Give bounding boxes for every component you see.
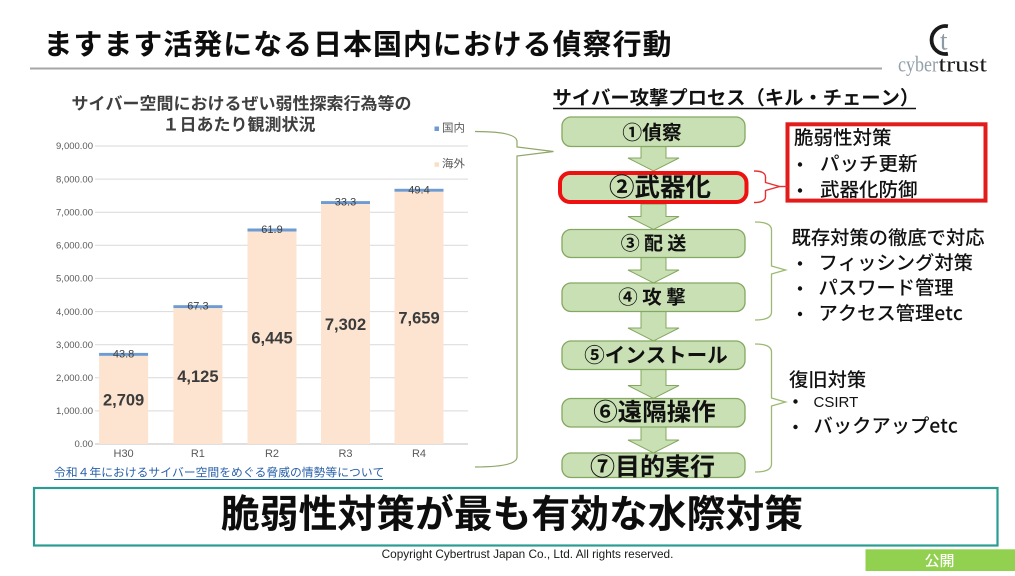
svg-text:7,659: 7,659 — [398, 310, 439, 328]
svg-text:7,000.00: 7,000.00 — [56, 207, 93, 218]
svg-text:R4: R4 — [412, 448, 426, 460]
svg-text:4,000.00: 4,000.00 — [56, 307, 93, 318]
svg-text:4,125: 4,125 — [177, 368, 218, 386]
svg-text:R1: R1 — [191, 448, 205, 460]
svg-text:33.3: 33.3 — [335, 197, 356, 209]
svg-text:H30: H30 — [114, 448, 134, 460]
svg-text:8,000.00: 8,000.00 — [56, 174, 93, 185]
svg-text:R3: R3 — [338, 448, 352, 460]
svg-text:1,000.00: 1,000.00 — [56, 406, 93, 417]
svg-text:2,000.00: 2,000.00 — [56, 373, 93, 384]
svg-text:2,709: 2,709 — [103, 392, 144, 410]
svg-text:9,000.00: 9,000.00 — [56, 141, 93, 152]
svg-text:cyber: cyber — [898, 52, 939, 77]
svg-text:6,000.00: 6,000.00 — [56, 241, 93, 252]
svg-text:43.8: 43.8 — [113, 348, 134, 360]
svg-text:0.00: 0.00 — [75, 439, 94, 450]
svg-text:Copyright Cybertrust Japan Co.: Copyright Cybertrust Japan Co., Ltd. All… — [382, 547, 674, 561]
svg-text:5,000.00: 5,000.00 — [56, 274, 93, 285]
svg-text:67.3: 67.3 — [187, 301, 208, 313]
svg-text:61.9: 61.9 — [261, 224, 282, 236]
svg-text:3,000.00: 3,000.00 — [56, 340, 93, 351]
svg-text:trust: trust — [939, 52, 988, 77]
svg-text:R2: R2 — [265, 448, 279, 460]
svg-text:7,302: 7,302 — [325, 316, 366, 334]
svg-text:6,445: 6,445 — [251, 330, 292, 348]
svg-text:CSIRT: CSIRT — [814, 394, 859, 411]
svg-text:49.4: 49.4 — [408, 184, 429, 196]
